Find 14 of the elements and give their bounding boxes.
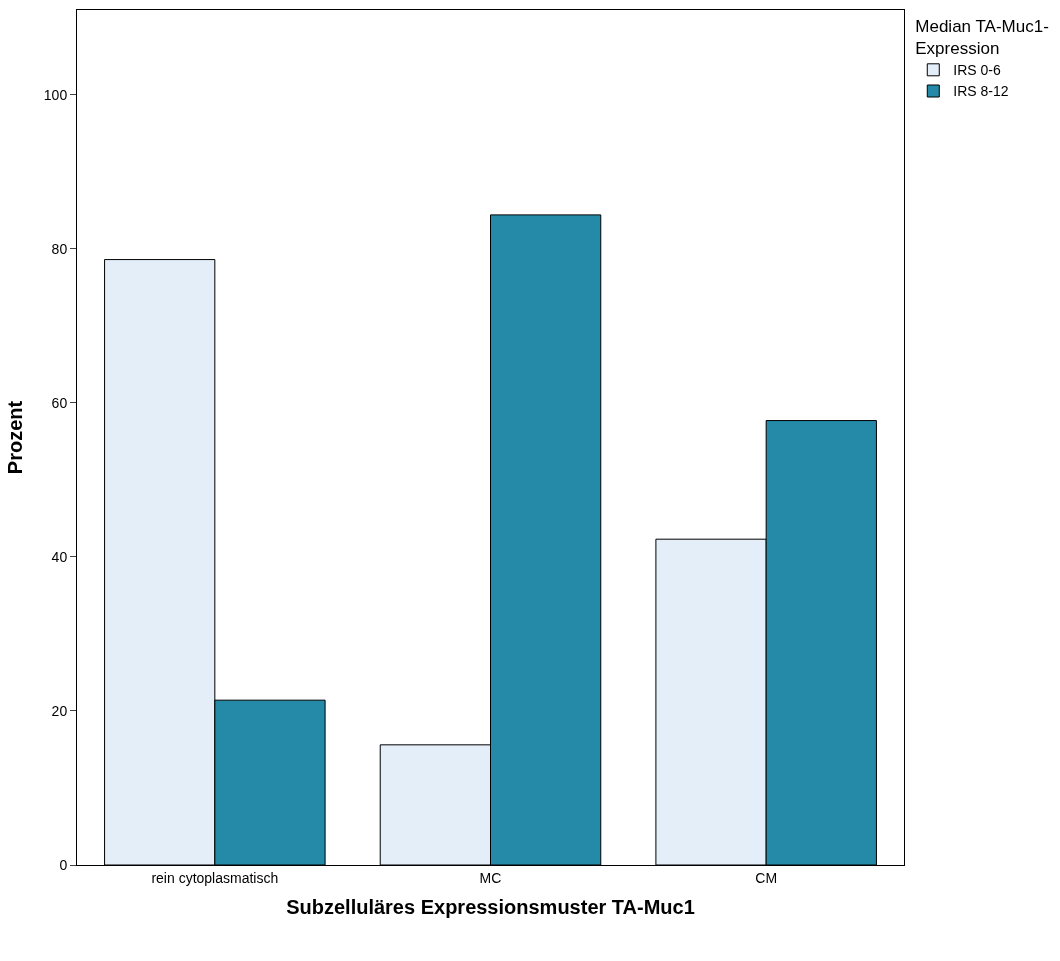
y-tick-label: 40 [51, 548, 68, 565]
x-axis-title: Subzelluläres Expressionsmuster TA-Muc1 [286, 896, 695, 919]
x-tick-label: CM [755, 869, 778, 886]
y-tick-label: 100 [43, 86, 68, 103]
y-tick-label: 0 [59, 856, 68, 873]
y-tick-label: 20 [51, 702, 68, 719]
y-tick-label: 60 [51, 394, 68, 411]
y-axis-title: Prozent [4, 400, 27, 475]
y-tick-label: 80 [51, 240, 68, 257]
legend-label: IRS 0-6 [953, 62, 1001, 79]
legend-label: IRS 8-12 [953, 83, 1009, 100]
x-tick-label: rein cytoplasmatisch [151, 869, 279, 886]
x-tick-label: MC [479, 869, 502, 886]
legend-title: Median TA-Muc1-Expression [915, 17, 1049, 59]
